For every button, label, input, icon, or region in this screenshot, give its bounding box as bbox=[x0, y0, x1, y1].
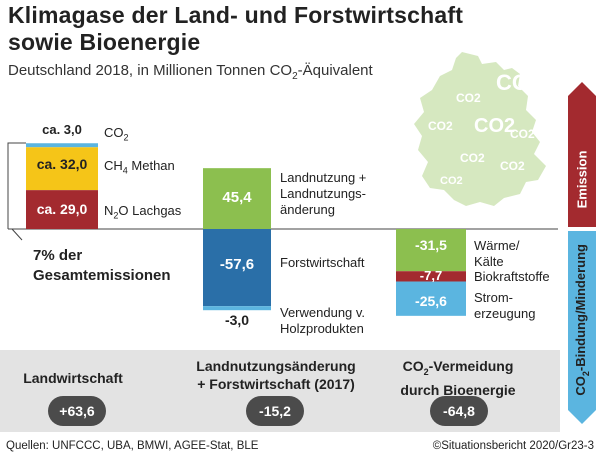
group-header-sub: 2 bbox=[423, 366, 429, 377]
segment-label: Forstwirtschaft bbox=[280, 255, 365, 270]
chart-title: Klimagase der Land- und Forstwirtschaft … bbox=[8, 2, 463, 56]
copyright-footer: ©Situationsbericht 2020/Gr23-3 bbox=[432, 440, 594, 452]
binding-arrow bbox=[568, 231, 596, 424]
note-connector bbox=[11, 228, 23, 241]
title-line-1: Klimagase der Land- und Forstwirtschaft bbox=[8, 2, 464, 28]
group-header: Landwirtschaft bbox=[23, 370, 123, 386]
group-header-pre: CO bbox=[402, 358, 424, 374]
map-co2-label: CO2 bbox=[500, 159, 525, 173]
total-pill: -64,8 bbox=[430, 396, 488, 426]
segment-label-line: Landnutzungs- bbox=[280, 186, 367, 201]
group-header-post: -Vermeidung bbox=[428, 358, 514, 374]
note-line-2: Gesamtemissionen bbox=[33, 267, 171, 284]
chart-subtitle: Deutschland 2018, in Millionen Tonnen CO… bbox=[8, 62, 373, 82]
segment-label-post: O Lachgas bbox=[118, 203, 182, 218]
map-co2-label: CO2 bbox=[456, 91, 481, 105]
subtitle-sub: 2 bbox=[292, 71, 298, 82]
bar-n2o-lachgas bbox=[26, 190, 98, 229]
segment-label: Strom- erzeugung bbox=[474, 290, 535, 322]
segment-label-line: Verwendung v. bbox=[280, 305, 366, 320]
bar-value-label: -3,0 bbox=[224, 312, 250, 328]
segment-label-line: Kälte bbox=[474, 254, 504, 269]
segment-label-line: Strom- bbox=[474, 290, 513, 305]
segment-label-line: Landnutzung + bbox=[280, 170, 367, 185]
germany-shape bbox=[414, 52, 546, 206]
emission-share-note: 7% der Gesamtemissionen bbox=[33, 246, 171, 286]
map-co2-label: CO2 bbox=[428, 119, 453, 133]
bar-holzprodukte bbox=[203, 306, 271, 311]
segment-label: Wärme/ Kälte bbox=[474, 238, 520, 270]
bar-value-label: -31,5 bbox=[415, 237, 447, 253]
note-line-1: 7% der bbox=[33, 247, 83, 264]
germany-map: CO2 CO2 CO2 CO2 CO2 CO2 CO2 CO2 bbox=[414, 52, 546, 206]
binding-label-post: -Bindung/Minderung bbox=[573, 244, 589, 372]
segment-label-line: Holzprodukten bbox=[280, 321, 364, 336]
segment-label-pre: N bbox=[104, 203, 114, 218]
segment-label: Landnutzung + Landnutzungs- änderung bbox=[280, 170, 366, 218]
bar-value-label: ca. 29,0 bbox=[36, 201, 88, 217]
segment-label-sub: 2 bbox=[123, 132, 129, 143]
binding-label-pre: CO bbox=[573, 376, 589, 396]
binding-label-sub: 2 bbox=[580, 371, 591, 377]
bar-biokraftstoffe bbox=[396, 271, 466, 282]
emission-arrow bbox=[568, 82, 596, 227]
group-header: CO2-Vermeidung durch Bioenergie bbox=[388, 357, 528, 399]
bar-waerme-kaelte bbox=[396, 229, 466, 272]
bar-value-label: -57,6 bbox=[219, 256, 255, 273]
segment-label-line: erzeugung bbox=[474, 306, 536, 321]
segment-label-pre: CO bbox=[104, 125, 124, 140]
bar-landnutzung bbox=[203, 168, 271, 229]
map-co2-label: CO2 bbox=[496, 70, 541, 95]
map-co2-label: CO2 bbox=[510, 127, 535, 141]
bar-stromerzeugung bbox=[396, 281, 466, 316]
segment-label-line: änderung bbox=[280, 202, 335, 217]
segment-label: N2O Lachgas bbox=[104, 203, 181, 224]
subtitle-pre: Deutschland 2018, in Millionen Tonnen CO bbox=[8, 62, 293, 79]
title-line-2: sowie Bioenergie bbox=[8, 29, 201, 55]
segment-label: CO2 bbox=[104, 125, 129, 146]
segment-label-line: Wärme/ bbox=[474, 238, 520, 253]
bar-value-label: ca. 3,0 bbox=[42, 122, 82, 137]
segment-label-sub: 2 bbox=[113, 210, 119, 221]
chart-bars bbox=[26, 143, 466, 316]
bar-value-label: ca. 32,0 bbox=[36, 156, 88, 172]
bar-value-label: -25,6 bbox=[415, 293, 447, 309]
bar-value-label: 45,4 bbox=[222, 189, 252, 206]
bar-forstwirtschaft bbox=[203, 229, 271, 307]
segment-label-pre: CH bbox=[104, 158, 123, 173]
bracket-line bbox=[7, 142, 26, 229]
group-header-line: Landnutzungsänderung bbox=[196, 358, 356, 374]
map-co2-label: CO2 bbox=[460, 151, 485, 165]
segment-label: Biokraftstoffe bbox=[474, 269, 550, 284]
binding-label: CO2-Bindung/Minderung bbox=[573, 230, 591, 410]
group-header: Landnutzungsänderung + Forstwirtschaft (… bbox=[176, 357, 376, 393]
segment-label-post: Methan bbox=[127, 158, 175, 173]
group-header-line: + Forstwirtschaft (2017) bbox=[197, 376, 355, 392]
group-header-line: CO2-Vermeidung bbox=[388, 357, 528, 381]
segment-label: CH4 Methan bbox=[104, 158, 175, 179]
group-header-line: durch Bioenergie bbox=[400, 381, 516, 398]
emission-label: Emission bbox=[574, 150, 590, 209]
segment-label-sub: 4 bbox=[122, 165, 128, 176]
total-pill: -15,2 bbox=[246, 396, 304, 426]
map-co2-label: CO2 bbox=[474, 115, 515, 137]
bar-value-label: -7,7 bbox=[419, 268, 443, 283]
segment-label: Verwendung v. Holzprodukten bbox=[280, 305, 365, 337]
bar-ch4-methan bbox=[26, 147, 98, 191]
sources-footer: Quellen: UNFCCC, UBA, BMWI, AGEE-Stat, B… bbox=[6, 440, 259, 452]
total-pill: +63,6 bbox=[48, 396, 106, 426]
bar-co2 bbox=[26, 143, 98, 148]
map-co2-label: CO2 bbox=[440, 175, 463, 187]
subtitle-post: -Äquivalent bbox=[297, 62, 373, 79]
